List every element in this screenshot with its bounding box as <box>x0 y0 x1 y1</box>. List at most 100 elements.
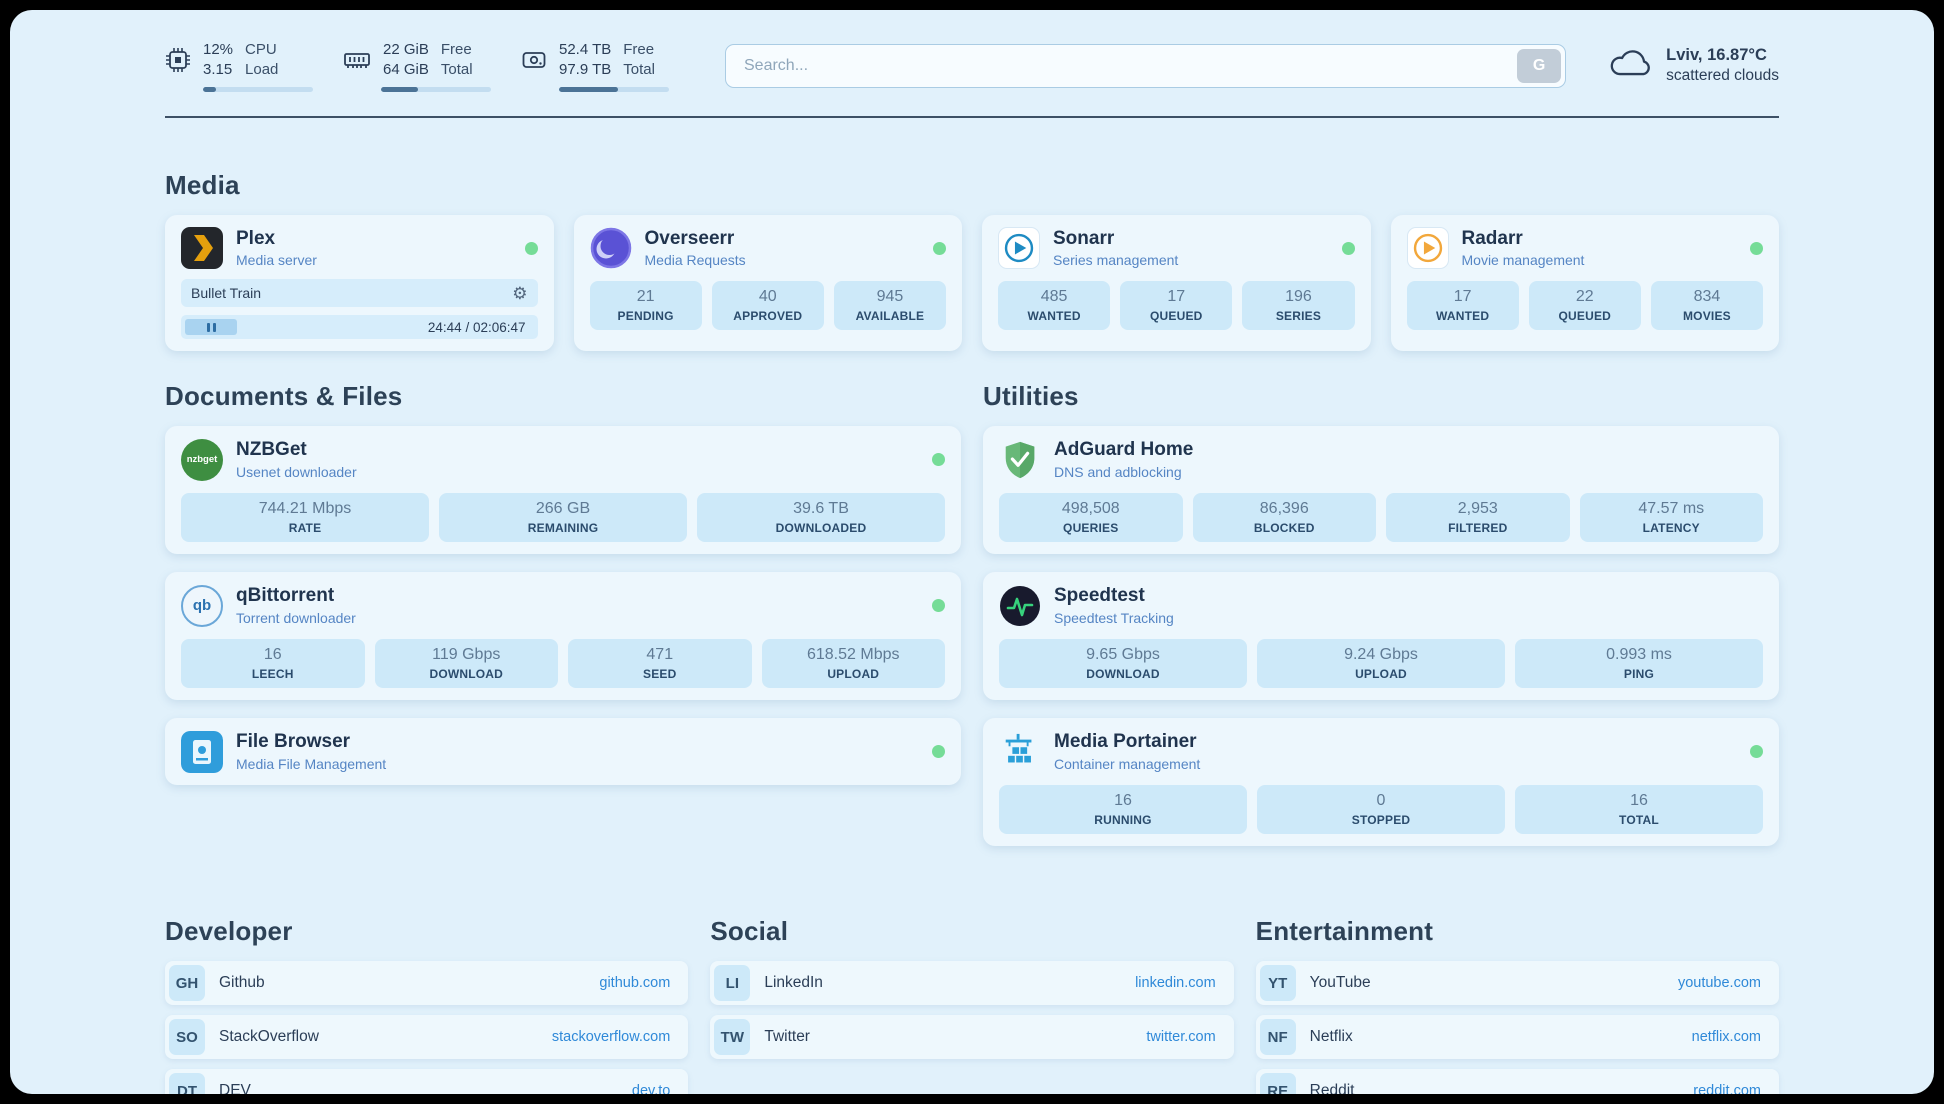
bookmark-abbr: LI <box>714 965 751 1002</box>
bookmark-name: DEV <box>219 1082 251 1094</box>
app-name: File Browser <box>236 731 351 753</box>
app-subtitle: Container management <box>1054 755 1201 772</box>
playback-time: 24:44 / 02:06:47 <box>427 319 526 335</box>
bookmark-reddit[interactable]: RE Reddit reddit.com <box>1255 1069 1779 1094</box>
stat-label: SEED <box>643 667 677 682</box>
stat-value: 16 <box>1630 792 1648 810</box>
app-subtitle: DNS and adblocking <box>1054 464 1182 481</box>
qbittorrent-icon: qb <box>181 584 223 627</box>
radarr-card[interactable]: Radarr Movie management 17 WANTED 22 QUE… <box>1390 214 1779 352</box>
bookmark-youtube[interactable]: YT YouTube youtube.com <box>1255 961 1779 1006</box>
qbittorrent-card[interactable]: qb qBittorrent Torrent downloader 16 LEE… <box>165 572 961 701</box>
adguard-card[interactable]: AdGuard Home DNS and adblocking 498,508 … <box>983 426 1779 555</box>
stat-tile: 9.65 Gbps DOWNLOAD <box>999 639 1247 689</box>
stat-label: WANTED <box>1027 309 1081 324</box>
bookmark-github[interactable]: GH Github github.com <box>165 961 689 1006</box>
app-subtitle: Usenet downloader <box>236 464 357 481</box>
stat-tile: 9.24 Gbps UPLOAD <box>1257 639 1505 689</box>
weather-location: Lviv, 16.87°C <box>1666 46 1767 64</box>
bookmark-link[interactable]: linkedin.com <box>1135 975 1216 992</box>
stat-value: 9.65 Gbps <box>1086 646 1160 664</box>
bookmark-link[interactable]: reddit.com <box>1693 1083 1761 1094</box>
stat-tile: 21 PENDING <box>589 281 702 331</box>
stat-label: QUEUED <box>1558 309 1612 324</box>
stat-label: DOWNLOAD <box>1086 667 1160 682</box>
stat-label: SERIES <box>1275 309 1322 324</box>
bookmark-name: StackOverflow <box>219 1028 319 1046</box>
ram-free-value: 22 GiB <box>383 41 429 58</box>
app-name: AdGuard Home <box>1054 439 1194 461</box>
ram-icon <box>343 47 371 73</box>
stat-value: 485 <box>1040 288 1068 306</box>
stat-label: FILTERED <box>1448 521 1508 536</box>
stat-label: PENDING <box>617 309 674 324</box>
sonarr-card[interactable]: Sonarr Series management 485 WANTED 17 Q… <box>982 214 1371 352</box>
app-subtitle: Speedtest Tracking <box>1054 610 1174 627</box>
bookmark-link[interactable]: youtube.com <box>1677 975 1761 992</box>
stat-tile: 16 LEECH <box>181 639 365 689</box>
stat-label: UPLOAD <box>1355 667 1407 682</box>
stat-value: 744.21 Mbps <box>258 500 352 518</box>
stat-value: 471 <box>646 646 674 664</box>
app-name: Speedtest <box>1054 585 1145 607</box>
stat-value: 119 Gbps <box>432 646 501 664</box>
stat-value: 196 <box>1285 288 1312 306</box>
bookmark-link[interactable]: dev.to <box>631 1083 671 1094</box>
stat-value: 86,396 <box>1259 500 1309 518</box>
plex-icon <box>181 227 223 270</box>
stat-tile: 498,508 QUERIES <box>999 493 1183 543</box>
stat-value: 618.52 Mbps <box>806 646 900 664</box>
bookmark-abbr: YT <box>1259 965 1296 1002</box>
stat-tile: 39.6 TB DOWNLOADED <box>697 493 945 543</box>
status-online-dot <box>932 745 945 759</box>
settings-gear-icon[interactable]: ⚙ <box>512 283 528 303</box>
plex-card[interactable]: Plex Media server Bullet Train ⚙ 24:44 /… <box>165 214 554 352</box>
filebrowser-card[interactable]: File Browser Media File Management <box>165 718 961 786</box>
stat-tile: 16 RUNNING <box>999 785 1247 835</box>
section-title-documents: Documents & Files <box>165 381 403 412</box>
bookmark-linkedin[interactable]: LI LinkedIn linkedin.com <box>710 961 1234 1006</box>
app-subtitle: Media server <box>236 252 317 269</box>
nzbget-card[interactable]: nzbget NZBGet Usenet downloader 744.21 M… <box>165 426 961 555</box>
bookmark-link[interactable]: netflix.com <box>1691 1029 1761 1046</box>
speedtest-card[interactable]: Speedtest Speedtest Tracking 9.65 Gbps D… <box>983 572 1779 701</box>
weather-condition: scattered clouds <box>1666 67 1779 85</box>
bookmark-stackoverflow[interactable]: SO StackOverflow stackoverflow.com <box>165 1015 689 1060</box>
bookmark-netflix[interactable]: NF Netflix netflix.com <box>1255 1015 1779 1060</box>
search-engine-button[interactable]: G <box>1517 48 1562 83</box>
stat-tile: 47.57 ms LATENCY <box>1579 493 1763 543</box>
stat-value: 945 <box>876 288 904 306</box>
bookmark-abbr: RE <box>1259 1073 1296 1094</box>
now-playing-bar: Bullet Train ⚙ <box>181 279 538 308</box>
cpu-usage-bar <box>203 86 313 92</box>
status-online-dot <box>932 599 945 613</box>
stat-label: AVAILABLE <box>855 309 925 324</box>
bookmark-dev[interactable]: DT DEV dev.to <box>165 1069 689 1094</box>
bookmark-name: Github <box>219 974 265 992</box>
disk-icon <box>521 47 547 73</box>
section-title-media: Media <box>165 169 240 200</box>
portainer-card[interactable]: Media Portainer Container management 16 … <box>983 718 1779 847</box>
cpu-icon <box>165 47 191 73</box>
stat-label: STOPPED <box>1351 813 1411 828</box>
search-input[interactable] <box>725 43 1567 88</box>
app-subtitle: Movie management <box>1461 252 1585 269</box>
bookmark-link[interactable]: twitter.com <box>1146 1029 1216 1046</box>
app-subtitle: Media File Management <box>236 755 387 772</box>
portainer-icon <box>999 731 1041 773</box>
overseerr-icon <box>590 227 632 269</box>
disk-total-value: 97.9 TB <box>559 60 612 78</box>
bookmark-twitter[interactable]: TW Twitter twitter.com <box>710 1015 1234 1060</box>
bookmark-link[interactable]: stackoverflow.com <box>551 1029 671 1046</box>
app-subtitle: Torrent downloader <box>236 610 356 627</box>
bookmark-name: YouTube <box>1309 974 1371 992</box>
bookmark-link[interactable]: github.com <box>599 975 671 992</box>
stat-label: BLOCKED <box>1253 521 1315 536</box>
stat-value: 22 <box>1575 288 1594 306</box>
overseerr-card[interactable]: Overseerr Media Requests 21 PENDING 40 A… <box>573 214 962 352</box>
stat-value: 21 <box>636 288 655 306</box>
bookmark-name: Reddit <box>1309 1082 1355 1094</box>
stat-value: 834 <box>1693 288 1721 306</box>
disk-free-value: 52.4 TB <box>559 41 612 58</box>
stat-tile: 17 QUEUED <box>1120 281 1233 331</box>
